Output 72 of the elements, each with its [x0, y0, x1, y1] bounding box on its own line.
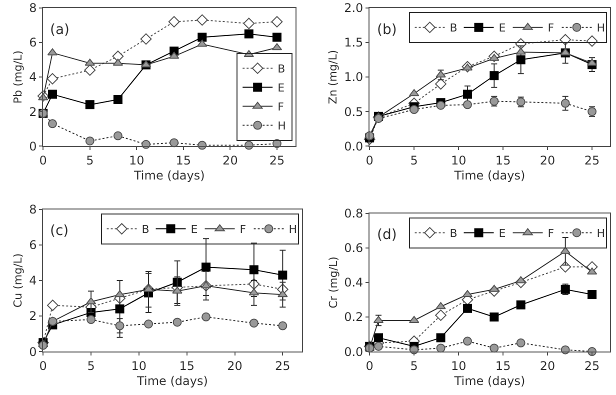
legend-label: E: [190, 223, 198, 236]
y-tick-label: 0.5: [344, 104, 364, 119]
x-tick-label: 5: [87, 358, 95, 373]
legend-label: E: [498, 227, 506, 240]
legend-label: F: [278, 100, 284, 114]
y-tick-label: 2: [29, 104, 37, 119]
legend-label: F: [548, 227, 554, 240]
y-tick-label: 0.0: [344, 344, 364, 359]
x-tick-label: 5: [86, 154, 94, 168]
y-tick-label: 8: [29, 202, 37, 217]
legend-label: H: [596, 227, 606, 240]
legend-label: F: [548, 22, 554, 35]
x-tick-label: 20: [540, 154, 556, 168]
x-tick-label: 25: [584, 358, 600, 373]
y-tick-label: 4: [29, 274, 37, 288]
y-tick-label: 6: [29, 238, 37, 252]
legend-label: H: [278, 120, 286, 133]
y-axis-title: Cr (mg/L): [326, 256, 340, 308]
x-axis-title: Time (days): [453, 374, 526, 388]
y-tick-label: 0.8: [344, 206, 364, 220]
x-tick-label: 10: [450, 154, 466, 168]
legend-label: B: [450, 227, 458, 240]
y-tick-label: 4: [29, 70, 37, 84]
y-axis-title: Pb (mg/L): [12, 50, 25, 104]
x-tick-label: 20: [540, 358, 556, 373]
x-tick-label: 25: [269, 154, 285, 168]
legend-label: B: [142, 223, 150, 236]
x-tick-label: 25: [584, 154, 600, 168]
text: (d): [377, 227, 397, 243]
x-tick-label: 20: [227, 358, 242, 373]
x-tick-label: 5: [410, 154, 418, 168]
x-tick-label: 0: [366, 358, 374, 373]
text: (a): [50, 22, 70, 38]
y-tick-label: 1.5: [344, 36, 364, 50]
y-tick-label: 0.6: [344, 241, 364, 256]
legend-label: E: [498, 22, 506, 35]
x-axis-title: Time (days): [132, 168, 205, 182]
y-tick-label: 0: [29, 139, 37, 154]
x-tick-label: 15: [179, 358, 194, 373]
x-axis-title: Time (days): [453, 168, 526, 182]
x-tick-label: 15: [176, 154, 192, 168]
x-tick-label: 0: [366, 154, 374, 168]
legend-label: B: [450, 22, 458, 35]
x-tick-label: 15: [495, 154, 511, 168]
y-tick-label: 0.0: [344, 139, 364, 154]
x-tick-label: 0: [39, 358, 47, 373]
x-tick-label: 10: [131, 358, 147, 373]
x-tick-label: 15: [495, 358, 511, 373]
y-tick-label: 0.2: [344, 310, 364, 324]
y-axis-title: Cu (mg/L): [12, 253, 25, 308]
legend-label: H: [596, 22, 606, 35]
x-tick-label: 0: [39, 154, 47, 168]
y-axis-title: Zn (mg/L): [326, 50, 340, 104]
x-tick-label: 5: [410, 358, 418, 373]
text: (b): [377, 22, 397, 38]
x-tick-label: 25: [275, 358, 290, 373]
y-tick-label: 1.0: [344, 70, 364, 84]
y-tick-label: 0: [29, 344, 37, 359]
legend-label: F: [240, 223, 246, 236]
x-tick-label: 10: [450, 358, 466, 373]
text: (c): [50, 223, 69, 239]
y-tick-label: 0.4: [344, 276, 364, 290]
y-tick-label: 2: [29, 309, 37, 324]
legend-label: H: [288, 223, 298, 236]
y-tick-label: 2.0: [344, 1, 364, 16]
y-tick-label: 6: [29, 36, 37, 50]
x-tick-label: 10: [129, 154, 144, 168]
x-tick-label: 20: [222, 154, 238, 168]
y-tick-label: 8: [29, 1, 37, 16]
legend-label: B: [278, 62, 286, 76]
x-axis-title: Time (days): [136, 374, 208, 388]
legend-label: E: [278, 82, 285, 95]
